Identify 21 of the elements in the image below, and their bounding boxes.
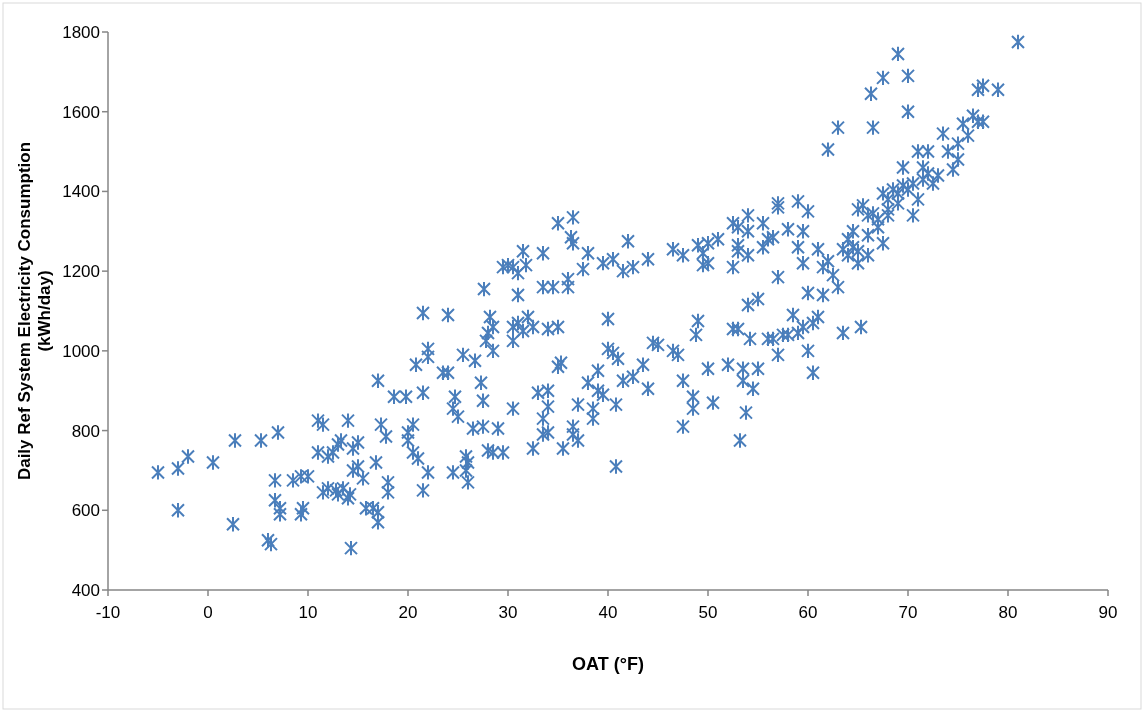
x-tick-label: 60 [798, 603, 818, 622]
y-tick-label: 1200 [62, 262, 100, 282]
y-tick-label: 1800 [62, 22, 100, 42]
x-tick-label: 0 [203, 603, 213, 622]
x-tick-label: 80 [998, 603, 1018, 622]
x-tick-label: 50 [698, 603, 718, 622]
x-tick-label: 40 [598, 603, 618, 622]
y-tick-label: 1600 [62, 102, 100, 122]
x-tick-label: 20 [398, 603, 418, 622]
x-tick-label: 70 [898, 603, 918, 622]
x-tick-label: 90 [1098, 603, 1118, 622]
y-tick-label: 1000 [62, 341, 100, 361]
y-axis-title: Daily Ref System Electricity Consumption (kWh/day) [15, 141, 55, 481]
y-tick-label: 400 [71, 580, 100, 600]
x-tick-label: 30 [498, 603, 518, 622]
x-axis-title: OAT (°F) [572, 654, 644, 674]
x-tick-label: -10 [95, 603, 121, 622]
y-tick-label: 600 [71, 501, 100, 521]
y-tick-label: 800 [71, 421, 100, 441]
y-tick-label: 1400 [62, 182, 100, 202]
x-tick-label: 10 [298, 603, 318, 622]
